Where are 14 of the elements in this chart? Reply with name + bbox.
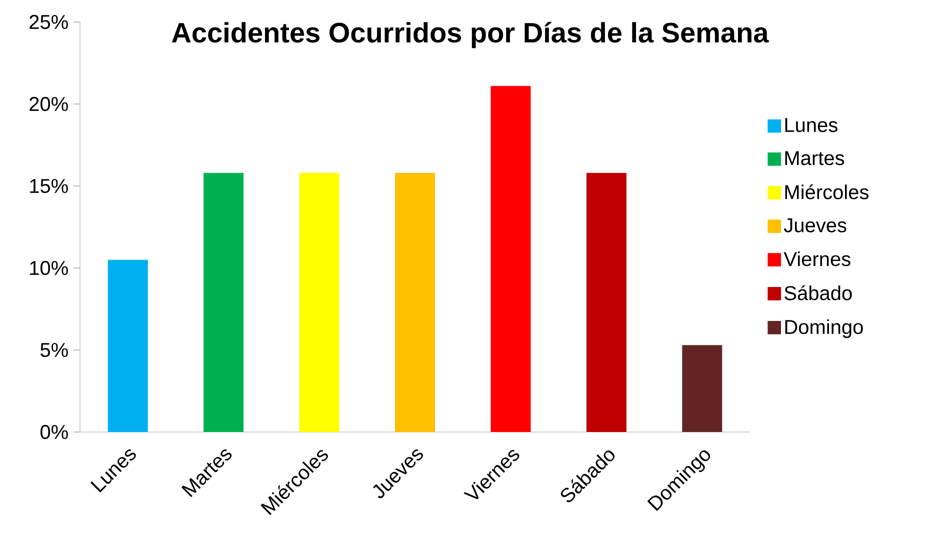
y-tick-label: 10% (30, 260, 68, 276)
legend-label: Jueves (784, 218, 846, 232)
legend-label: Sábado (784, 285, 852, 300)
legend-label: Miércoles (785, 184, 868, 200)
legend-label: Lunes (785, 118, 838, 132)
y-tick-label: 15% (30, 178, 68, 194)
legend-label: Martes (785, 151, 844, 166)
y-tick-label: 5% (40, 342, 68, 358)
y-tick-label: 25% (30, 14, 68, 30)
y-tick-label: 20% (30, 96, 68, 112)
y-tick-label: 0% (40, 424, 68, 440)
legend-label: Domingo (785, 319, 863, 338)
chart-title: Accidentes Ocurridos por Días de la Semana (172, 22, 769, 48)
legend-label: Viernes (784, 251, 850, 266)
